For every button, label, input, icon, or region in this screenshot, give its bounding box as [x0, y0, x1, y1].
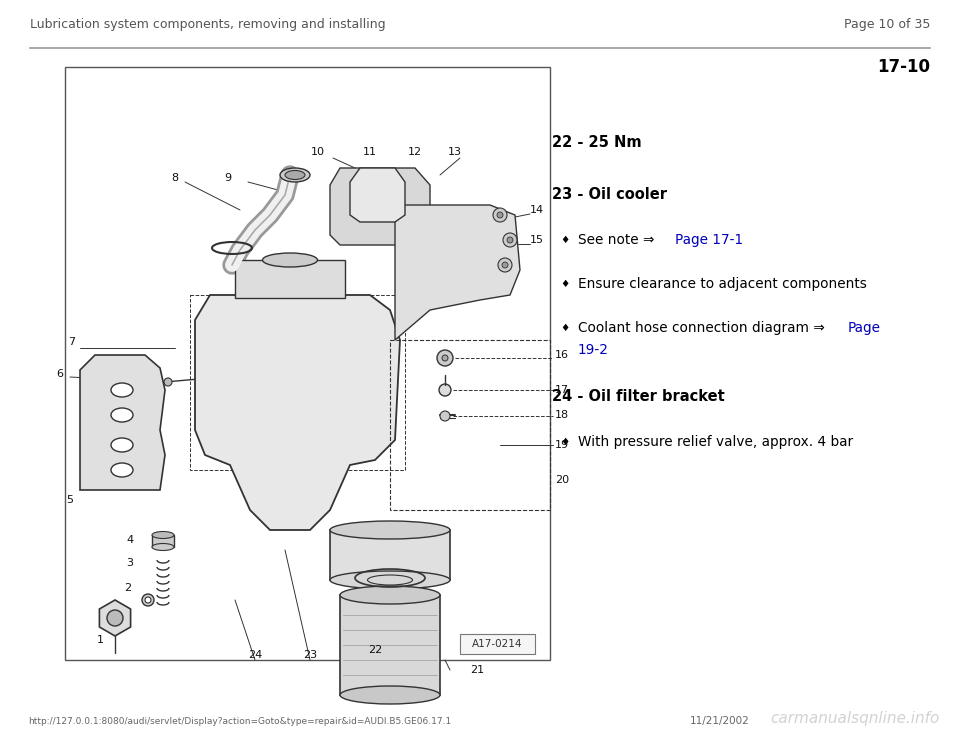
Text: 2: 2	[125, 583, 132, 593]
Text: 14: 14	[530, 205, 544, 215]
Bar	[460, 634, 535, 654]
Text: 1: 1	[97, 635, 104, 645]
Circle shape	[440, 411, 450, 421]
Text: Ensure clearance to adjacent components: Ensure clearance to adjacent components	[578, 277, 867, 291]
Text: Page 17-1: Page 17-1	[675, 233, 743, 247]
Text: Lubrication system components, removing and installing: Lubrication system components, removing …	[30, 18, 386, 31]
Text: 17-10: 17-10	[877, 58, 930, 76]
Circle shape	[497, 212, 503, 218]
Ellipse shape	[340, 686, 440, 704]
Circle shape	[107, 610, 123, 626]
Circle shape	[142, 594, 154, 606]
Text: 19-2: 19-2	[578, 343, 609, 357]
Circle shape	[502, 262, 508, 268]
Ellipse shape	[152, 543, 174, 551]
Text: 10: 10	[311, 147, 325, 157]
Circle shape	[145, 597, 151, 603]
Text: 16: 16	[555, 350, 569, 360]
Text: 11/21/2002: 11/21/2002	[690, 716, 750, 726]
Bar	[152, 535, 174, 547]
Bar	[65, 67, 550, 660]
Circle shape	[164, 378, 172, 386]
Bar	[390, 340, 550, 510]
Bar	[340, 595, 440, 695]
Circle shape	[437, 350, 453, 366]
Ellipse shape	[340, 586, 440, 604]
Circle shape	[498, 258, 512, 272]
Ellipse shape	[111, 408, 133, 422]
Polygon shape	[395, 205, 520, 340]
Text: ♦: ♦	[560, 235, 569, 245]
Ellipse shape	[152, 531, 174, 539]
Bar	[235, 260, 345, 298]
Circle shape	[503, 233, 517, 247]
Text: 23: 23	[303, 650, 317, 660]
Text: 24 - Oil filter bracket: 24 - Oil filter bracket	[552, 389, 725, 404]
Circle shape	[507, 237, 513, 243]
Text: ♦: ♦	[560, 279, 569, 289]
Polygon shape	[195, 295, 400, 530]
Text: 21: 21	[470, 665, 484, 675]
Text: 3: 3	[127, 558, 133, 568]
Text: See note ⇒: See note ⇒	[578, 233, 659, 247]
Text: 9: 9	[225, 173, 231, 183]
Circle shape	[493, 208, 507, 222]
Text: ♦: ♦	[560, 323, 569, 333]
Text: 22: 22	[368, 645, 382, 655]
Polygon shape	[80, 355, 165, 490]
Ellipse shape	[111, 463, 133, 477]
Text: 13: 13	[448, 147, 462, 157]
Text: 12: 12	[408, 147, 422, 157]
Text: carmanualsqnline.info: carmanualsqnline.info	[771, 711, 940, 726]
Text: 24: 24	[248, 650, 262, 660]
Text: 7: 7	[68, 337, 76, 347]
Ellipse shape	[285, 171, 305, 180]
Text: 11: 11	[363, 147, 377, 157]
Text: 18: 18	[555, 410, 569, 420]
Circle shape	[439, 384, 451, 396]
Ellipse shape	[280, 168, 310, 182]
Text: Page 10 of 35: Page 10 of 35	[844, 18, 930, 31]
Text: 22 - 25 Nm: 22 - 25 Nm	[552, 135, 641, 150]
Bar	[330, 530, 450, 580]
Polygon shape	[100, 600, 131, 636]
Text: Page: Page	[848, 321, 881, 335]
Text: 8: 8	[172, 173, 179, 183]
Ellipse shape	[330, 521, 450, 539]
Ellipse shape	[262, 253, 318, 267]
Text: http://127.0.0.1:8080/audi/servlet/Display?action=Goto&type=repair&id=AUDI.B5.GE: http://127.0.0.1:8080/audi/servlet/Displ…	[28, 717, 451, 726]
Text: 15: 15	[530, 235, 544, 245]
Polygon shape	[330, 168, 430, 245]
Ellipse shape	[111, 383, 133, 397]
Ellipse shape	[111, 438, 133, 452]
Text: 6: 6	[57, 369, 63, 379]
Bar	[190, 295, 405, 470]
Text: 19: 19	[555, 440, 569, 450]
Circle shape	[442, 355, 448, 361]
Text: Coolant hose connection diagram ⇒: Coolant hose connection diagram ⇒	[578, 321, 829, 335]
Text: 23 - Oil cooler: 23 - Oil cooler	[552, 187, 667, 202]
Text: 20: 20	[555, 475, 569, 485]
Text: A17-0214: A17-0214	[471, 639, 522, 649]
Text: 4: 4	[127, 535, 133, 545]
Text: 17: 17	[555, 385, 569, 395]
Text: 5: 5	[66, 495, 74, 505]
Text: ♦: ♦	[560, 437, 569, 447]
Polygon shape	[350, 168, 405, 222]
Ellipse shape	[330, 571, 450, 589]
Text: With pressure relief valve, approx. 4 bar: With pressure relief valve, approx. 4 ba…	[578, 435, 853, 449]
